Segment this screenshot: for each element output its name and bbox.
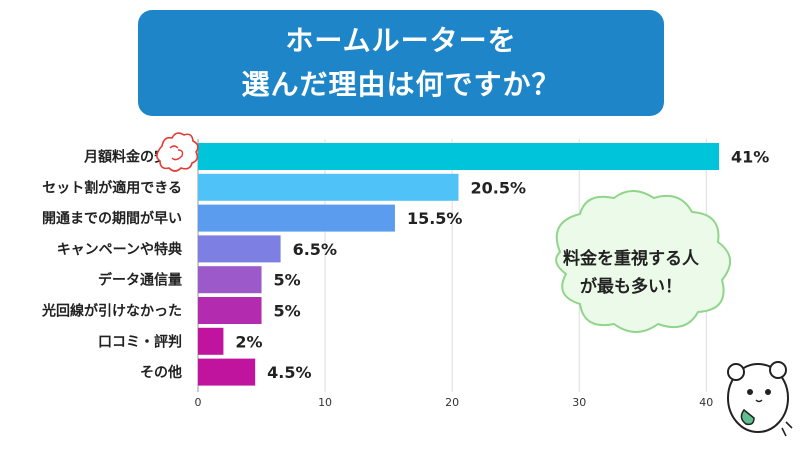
bar <box>198 266 262 294</box>
bar <box>198 358 256 386</box>
value-label: 2% <box>235 332 262 351</box>
bar <box>198 297 262 324</box>
bar <box>198 204 395 232</box>
category-label: データ通信量 <box>98 272 182 289</box>
angry-face-icon <box>156 132 199 172</box>
bar <box>198 327 224 355</box>
category-labels: 月額料金の安さセット割が適用できる開通までの期間が早いキャンペーンや特典データ通… <box>41 149 182 382</box>
x-tick-label: 10 <box>318 396 332 409</box>
title-banner: ホームルーターを 選んだ理由は何ですか？ <box>138 10 664 116</box>
x-axis-ticks: 0 10 20 30 40 <box>195 396 714 409</box>
x-tick-label: 0 <box>195 396 202 409</box>
category-label: 開通までの期間が早い <box>42 210 182 227</box>
bar <box>198 173 459 201</box>
hamster-mascot-icon <box>727 361 793 437</box>
value-labels: 41% 20.5% 15.5% 6.5% 5% 5% 2% 4.5% <box>235 148 769 383</box>
value-label: 41% <box>731 148 769 167</box>
x-tick-label: 20 <box>445 396 459 409</box>
category-label: 光回線が引けなかった <box>41 303 182 320</box>
bar <box>198 235 281 263</box>
bar <box>198 143 719 170</box>
title-line-1: ホームルーターを <box>285 24 517 57</box>
category-label: その他 <box>140 364 182 381</box>
category-label: 口コミ・評判 <box>98 333 182 350</box>
callout-cloud: 料金を重視する人 が最も多い！ <box>555 190 731 333</box>
value-label: 15.5% <box>407 209 463 228</box>
x-tick-label: 40 <box>699 396 713 409</box>
category-label: セット割が適用できる <box>42 179 182 196</box>
value-label: 5% <box>274 271 301 290</box>
value-label: 20.5% <box>471 178 527 197</box>
chart-bars <box>198 143 719 386</box>
value-label: 6.5% <box>293 240 337 259</box>
value-label: 4.5% <box>267 363 311 382</box>
callout-line-2: が最も多い！ <box>580 276 682 297</box>
category-label: キャンペーンや特典 <box>57 241 182 258</box>
value-label: 5% <box>274 302 301 321</box>
x-tick-label: 30 <box>572 396 586 409</box>
title-line-2: 選んだ理由は何ですか？ <box>241 68 561 101</box>
callout-line-1: 料金を重視する人 <box>563 248 700 269</box>
